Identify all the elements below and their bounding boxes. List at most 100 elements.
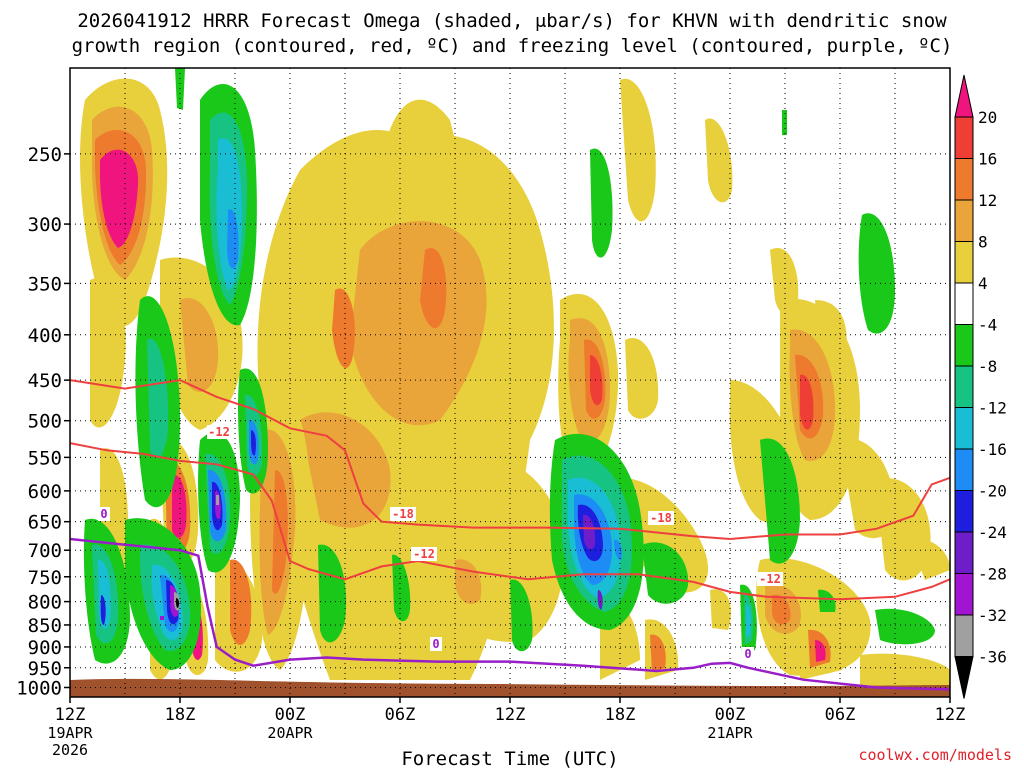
x-tick-date-label: 21APR [707,724,753,742]
colorbar-bin [954,656,974,699]
omega-negative-region [318,544,347,643]
colorbar-bin [954,74,974,118]
y-tick-label: 950 [28,658,62,680]
colorbar-bin [954,116,974,159]
contour-label-minus18: -18 [650,511,672,525]
colorbar-bin [954,241,974,284]
colorbar-label: 8 [978,233,988,252]
colorbar-bin [954,448,974,491]
x-axis-title: Forecast Time (UTC) [401,748,618,768]
omega-positive-region [590,355,603,406]
omega-negative-region [760,438,800,564]
colorbar-bin [954,365,974,408]
contour-label-zero: 0 [744,647,751,661]
y-tick-label: 500 [28,411,62,433]
contour-label-minus12: -12 [208,425,230,439]
colorbar-label: 12 [978,191,997,210]
colorbar-label: -8 [978,357,997,376]
omega-negative-region [147,338,169,459]
omega-positive-region [420,453,564,642]
colorbar-label: 4 [978,274,988,293]
omega-positive-region [620,78,656,222]
omega-negative-region [251,430,256,456]
omega-negative-region [392,554,411,622]
omega-positive-region [625,338,659,419]
omega-shading [80,68,950,690]
y-tick-label: 700 [28,540,62,562]
colorbar-bin [954,199,974,242]
omega-negative-region [614,539,623,560]
contour-label-minus18: -18 [392,507,414,521]
omega-negative-region [216,495,219,505]
omega-negative-region [597,590,603,610]
omega-positive-region [815,640,826,662]
colorbar: 20 16 12 8 4 -4 -8 -12 -16 -20 -24 -28 -32 -36 [954,74,1007,699]
y-tick-label: 650 [28,512,62,534]
colorbar-bin [954,573,974,616]
x-tick-label: 12Z [55,705,86,725]
colorbar-bin [954,614,974,657]
colorbar-bin [954,158,974,201]
omega-positive-region [815,300,847,360]
omega-negative-region [642,542,689,604]
colorbar-bin [954,282,974,325]
x-tick-date-label: 20APR [267,724,313,742]
x-tick-label: 00Z [275,705,306,725]
y-tick-label: 850 [28,615,62,637]
omega-positive-region [350,221,487,426]
y-tick-label: 1000 [16,677,62,699]
x-tick-date-label: 19APR [47,724,93,742]
omega-positive-region [650,634,666,672]
x-tick-label: 12Z [495,705,526,725]
colorbar-label: 16 [978,150,997,169]
y-tick-label: 400 [28,325,62,347]
colorbar-bin [954,407,974,450]
omega-positive-region [420,248,447,329]
y-tick-label: 550 [28,447,62,469]
omega-negative-region [590,148,613,258]
x-tick-label: 06Z [385,705,416,725]
colorbar-bin [954,324,974,367]
y-tick-label: 250 [28,144,62,166]
credit-link[interactable]: coolwx.com/models [858,746,1012,764]
omega-positive-region [100,149,139,248]
omega-negative-region [875,608,935,645]
chart-title-line2: growth region (contoured, red, ºC) and f… [72,35,953,57]
omega-positive-region [332,288,355,369]
omega-negative-region [746,604,751,637]
colorbar-bin [954,490,974,533]
colorbar-bin [954,531,974,574]
contour-label-minus12: -12 [413,547,435,561]
omega-negative-region [782,110,787,135]
y-tick-label: 600 [28,481,62,503]
omega-negative-region [100,595,106,625]
omega-positive-region [455,559,482,604]
omega-negative-region [583,514,596,550]
x-tick-label: 12Z [935,705,966,725]
x-tick-year-label: 2026 [52,741,88,759]
y-axis: 2503003504004505005506006507007508008509… [16,144,70,699]
y-tick-label: 750 [28,567,62,589]
colorbar-label: -16 [978,440,1007,459]
omega-positive-region [910,539,950,580]
y-tick-label: 450 [28,370,62,392]
omega-negative-region [510,579,533,652]
contour-label-minus12: -12 [759,572,781,586]
colorbar-label: -4 [978,316,997,335]
contour-label-zero: 0 [432,637,439,651]
colorbar-label: -24 [978,523,1007,542]
omega-negative-region [176,598,180,608]
colorbar-label: -32 [978,606,1007,625]
colorbar-label: -12 [978,399,1007,418]
omega-positive-region [770,248,799,315]
omega-negative-region [858,213,895,334]
colorbar-label: -28 [978,565,1007,584]
isotherm-minus18-line [70,379,950,541]
omega-positive-region [380,99,470,260]
colorbar-label: -20 [978,482,1007,501]
chart-title-line1: 2026041912 HRRR Forecast Omega (shaded, … [77,10,947,32]
omega-positive-region [705,118,733,203]
y-tick-label: 300 [28,214,62,236]
x-tick-label: 18Z [165,705,196,725]
